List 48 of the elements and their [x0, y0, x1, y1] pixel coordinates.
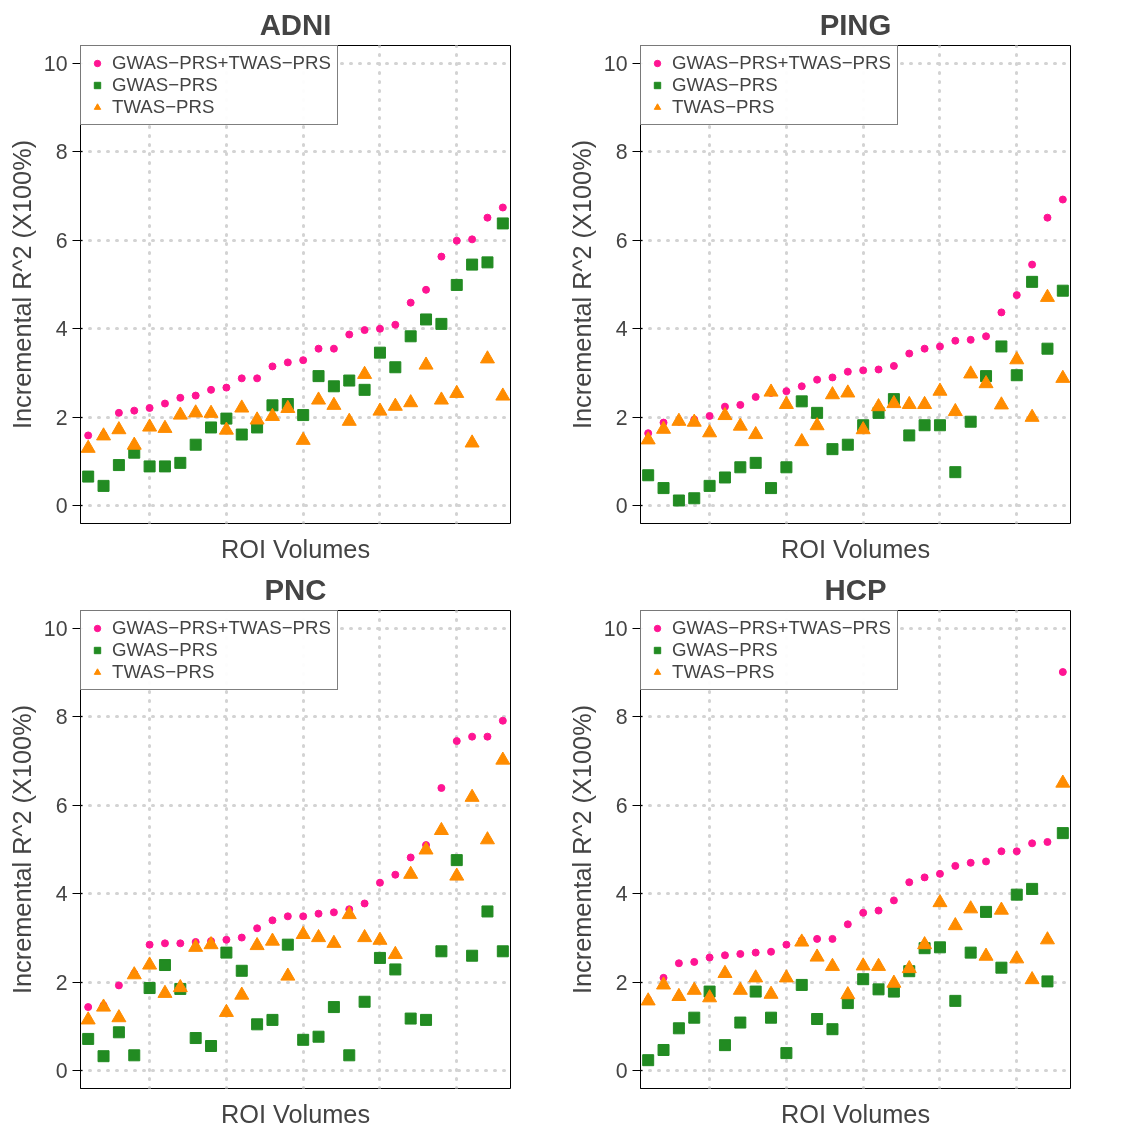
y-tick-label: 10 [603, 616, 628, 641]
chart-title: ADNI [259, 7, 332, 41]
legend-label: GWAS−PRS+TWAS−PRS [112, 52, 331, 74]
chart-title: HCP [824, 572, 887, 606]
x-axis-title: ROI Volumes [780, 1099, 931, 1128]
y-tick-label: 2 [615, 970, 628, 995]
y-tick-label: 2 [55, 970, 68, 995]
y-tick-label: 4 [615, 317, 628, 342]
legend-label: TWAS−PRS [112, 661, 215, 683]
y-tick-label: 0 [55, 1059, 68, 1084]
legend-label: GWAS−PRS [672, 74, 778, 96]
y-tick-label: 10 [43, 51, 68, 76]
y-tick-label: 4 [55, 882, 68, 907]
y-tick-label: 2 [615, 405, 628, 430]
y-tick-label: 8 [55, 140, 68, 165]
y-axis-title: Incremental R^2 (X100%) [7, 139, 36, 430]
legend-label: GWAS−PRS [672, 639, 778, 661]
y-tick-label: 6 [615, 793, 628, 818]
y-axis-title: Incremental R^2 (X100%) [567, 704, 596, 995]
y-tick-label: 4 [55, 317, 68, 342]
y-tick-label: 0 [615, 494, 628, 519]
y-tick-label: 8 [615, 140, 628, 165]
y-tick-label: 2 [55, 405, 68, 430]
legend-label: TWAS−PRS [112, 96, 215, 118]
legend-label: GWAS−PRS [112, 639, 218, 661]
legend-label: TWAS−PRS [672, 96, 775, 118]
y-tick-label: 6 [55, 228, 68, 253]
y-tick-label: 10 [603, 51, 628, 76]
legend-label: GWAS−PRS+TWAS−PRS [112, 617, 331, 639]
y-axis-title: Incremental R^2 (X100%) [567, 139, 596, 430]
legend-label: GWAS−PRS+TWAS−PRS [672, 617, 891, 639]
legend-label: GWAS−PRS [112, 74, 218, 96]
chart-title: PNC [264, 572, 327, 606]
y-tick-label: 0 [615, 1059, 628, 1084]
chart-title: PING [819, 7, 892, 41]
y-tick-label: 10 [43, 616, 68, 641]
y-tick-label: 6 [55, 793, 68, 818]
y-tick-label: 6 [615, 228, 628, 253]
y-tick-label: 4 [615, 882, 628, 907]
legend-label: TWAS−PRS [672, 661, 775, 683]
legend-label: GWAS−PRS+TWAS−PRS [672, 52, 891, 74]
y-tick-label: 0 [55, 494, 68, 519]
x-axis-title: ROI Volumes [780, 534, 931, 563]
x-axis-title: ROI Volumes [220, 1099, 371, 1128]
y-tick-label: 8 [55, 705, 68, 730]
y-tick-label: 8 [615, 705, 628, 730]
y-axis-title: Incremental R^2 (X100%) [7, 704, 36, 995]
x-axis-title: ROI Volumes [220, 534, 371, 563]
